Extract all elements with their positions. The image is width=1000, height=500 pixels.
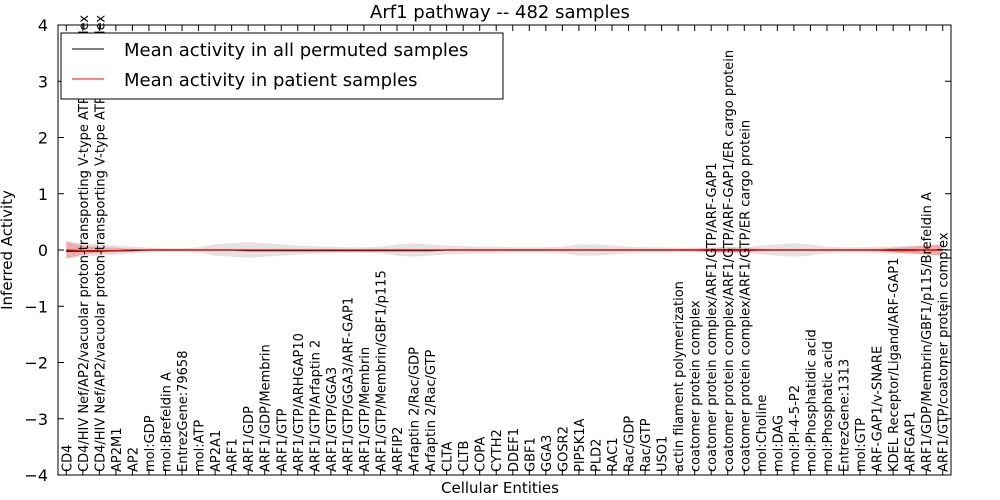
x-axis-label: Cellular Entities: [441, 479, 559, 497]
y-tick-label: 1: [38, 185, 48, 204]
x-tick-label: ARF1/GTP/coatomer protein complex: [937, 232, 952, 472]
x-tick-label: CD4/HIV Nef/AP2/vacuolar proton-transpor…: [93, 15, 108, 472]
y-tick-label: 0: [38, 241, 48, 260]
x-tick-label: KDEL Receptor/Ligand/ARF-GAP1: [887, 258, 902, 472]
x-tick-label: coatomer protein complex/ARF1/GTP/ARF-GA…: [722, 50, 737, 472]
y-tick-label: −4: [24, 466, 48, 485]
x-tick-label: CLTB: [457, 441, 472, 472]
x-tick-label: CLTA: [441, 442, 456, 472]
x-tick-label: ARF1/GTP/GGA3/ARF-GAP1: [341, 297, 356, 472]
y-axis-label: Inferred Activity: [0, 190, 16, 310]
x-tick-label: mol:Choline: [755, 395, 770, 472]
x-tick-label: GBF1: [523, 437, 538, 472]
x-tick-label: mol:GDP: [143, 415, 158, 472]
y-tick-label: −3: [24, 410, 48, 429]
x-tick-label: RAC1: [606, 437, 621, 472]
x-tick-label: mol:ATP: [193, 420, 208, 472]
x-tick-label: Rac/GDP: [623, 416, 638, 472]
x-tick-label: mol:Brefeldin A: [159, 372, 174, 472]
x-tick-label: ARF1/GTP: [275, 408, 290, 472]
series-lines: [66, 249, 943, 252]
x-tick-label: coatomer protein complex: [689, 300, 704, 472]
x-tick-label: USO1: [656, 436, 671, 472]
x-tick-label: AP2: [126, 447, 141, 472]
legend-label-patient: Mean activity in patient samples: [124, 70, 418, 91]
x-tick-label: ARFGAP1: [904, 412, 919, 472]
x-tick-label: ARF1/GTP/Membrin/GBF1/p115: [374, 270, 389, 472]
y-tick-label: 2: [38, 129, 48, 148]
x-tick-label: EntrezGene:79658: [176, 351, 191, 472]
x-tick-label: ARF1/GTP/ARHGAP10: [292, 333, 307, 472]
x-tick-label: ARF1/GTP/GGA3: [325, 367, 340, 472]
x-tick-label: mol:GTP: [854, 418, 869, 472]
x-tick-label: mol:Phosphatic acid: [821, 341, 836, 472]
y-tick-label: −1: [24, 297, 48, 316]
x-tick-label: ARF1/GDP: [242, 406, 257, 472]
x-tick-label: CYTH2: [490, 429, 505, 472]
x-tick-label: ARF1/GDP/Membrin/GBF1/p115/Brefeldin A: [920, 192, 935, 472]
x-tick-label: mol:Phosphatidic acid: [804, 329, 819, 472]
x-tick-label: Arfaptin 2/Rac/GTP: [424, 349, 439, 472]
x-tick-label: ARFIP2: [391, 427, 406, 472]
y-tick-label: 3: [38, 72, 48, 91]
x-tick-label: PLD2: [589, 439, 604, 472]
x-tick-label: GOSR2: [556, 426, 571, 472]
x-tick-label: GGA3: [540, 435, 555, 472]
x-tick-label: coatomer protein complex/ARF1/GTP/ER car…: [738, 120, 753, 472]
x-axis: CD4 CD4/HIV Nef/AP2/vacuolar proton-trans…: [60, 15, 952, 475]
x-tick-label: CD4/HIV Nef/AP2/vacuolar proton-transpor…: [77, 15, 92, 472]
y-tick-label: 4: [38, 16, 48, 35]
x-tick-label: CD4: [60, 445, 75, 472]
x-tick-label: ARF-GAP1/v-SNARE: [871, 346, 886, 472]
x-tick-label: DDEF1: [507, 428, 522, 472]
x-tick-label: COPA: [474, 437, 489, 472]
legend-label-permuted: Mean activity in all permuted samples: [124, 40, 468, 61]
chart-title: Arf1 pathway -- 482 samples: [370, 2, 630, 23]
y-tick-label: −2: [24, 354, 48, 373]
x-tick-label: mol:DAG: [771, 415, 786, 472]
legend: Mean activity in all permuted samples Me…: [60, 32, 504, 100]
x-tick-label: EntrezGene:1313: [838, 359, 853, 472]
x-tick-label: AP2A1: [209, 430, 224, 472]
x-tick-label: actin filament polymerization: [672, 281, 687, 472]
x-tick-label: ARF1/GTP/Arfaptin 2: [308, 340, 323, 472]
x-tick-label: mol:PI-4-5-P2: [788, 385, 803, 472]
x-tick-label: Rac/GTP: [639, 418, 654, 472]
series-line-patient: [66, 249, 943, 252]
x-tick-label: AP2M1: [110, 428, 125, 473]
x-tick-label: ARF1/GDP/Membrin: [259, 344, 274, 472]
y-axis: −4 −3 −2 −1 0 1 2 3 4: [24, 16, 951, 485]
x-tick-label: ARF1: [226, 438, 241, 472]
x-tick-label: ARF1/GTP/Membrin: [358, 347, 373, 472]
x-tick-label: PIP5K1A: [573, 418, 588, 472]
x-tick-label: coatomer protein complex/ARF1/GTP/ARF-GA…: [705, 162, 720, 472]
x-tick-label: Arfaptin 2/Rac/GDP: [408, 347, 423, 472]
legend-box: [60, 32, 504, 100]
